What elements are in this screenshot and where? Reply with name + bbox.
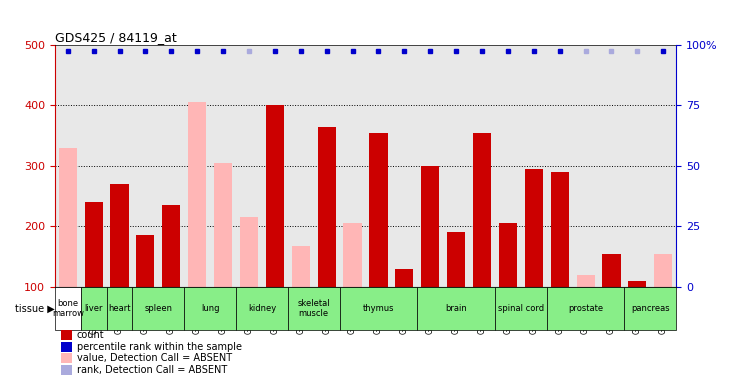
Bar: [162, 205, 181, 287]
Bar: [61, 353, 72, 363]
Text: tissue ▶: tissue ▶: [15, 303, 54, 313]
Bar: [288, 287, 340, 330]
Text: liver: liver: [84, 304, 103, 313]
Bar: [317, 127, 336, 287]
Bar: [61, 365, 72, 375]
Text: spleen: spleen: [145, 304, 173, 313]
Text: brain: brain: [445, 304, 467, 313]
Bar: [107, 287, 132, 330]
Bar: [110, 184, 129, 287]
Bar: [525, 169, 543, 287]
Bar: [473, 133, 491, 287]
Text: value, Detection Call = ABSENT: value, Detection Call = ABSENT: [77, 353, 232, 363]
Bar: [624, 287, 676, 330]
Bar: [188, 102, 206, 287]
Bar: [340, 287, 417, 330]
Bar: [344, 224, 362, 287]
Bar: [85, 202, 103, 287]
Bar: [369, 133, 387, 287]
Bar: [55, 287, 80, 330]
Text: pancreas: pancreas: [631, 304, 670, 313]
Bar: [214, 163, 232, 287]
Bar: [499, 224, 517, 287]
Text: GDS425 / 84119_at: GDS425 / 84119_at: [55, 31, 177, 44]
Text: lung: lung: [201, 304, 219, 313]
Text: bone
marrow: bone marrow: [52, 299, 84, 318]
Bar: [550, 172, 569, 287]
Bar: [184, 287, 236, 330]
Bar: [240, 217, 258, 287]
Bar: [395, 269, 414, 287]
Bar: [292, 246, 310, 287]
Text: rank, Detection Call = ABSENT: rank, Detection Call = ABSENT: [77, 365, 227, 375]
Bar: [628, 281, 646, 287]
Text: thymus: thymus: [363, 304, 394, 313]
Bar: [266, 105, 284, 287]
Text: count: count: [77, 330, 105, 340]
Bar: [421, 166, 439, 287]
Bar: [80, 287, 107, 330]
Bar: [577, 275, 594, 287]
Bar: [61, 342, 72, 352]
Bar: [654, 254, 673, 287]
Text: kidney: kidney: [248, 304, 276, 313]
Bar: [132, 287, 184, 330]
Bar: [58, 148, 77, 287]
Bar: [495, 287, 547, 330]
Bar: [602, 254, 621, 287]
Bar: [236, 287, 288, 330]
Text: prostate: prostate: [568, 304, 603, 313]
Text: skeletal
muscle: skeletal muscle: [298, 299, 330, 318]
Text: heart: heart: [108, 304, 131, 313]
Bar: [417, 287, 495, 330]
Text: percentile rank within the sample: percentile rank within the sample: [77, 342, 241, 352]
Text: spinal cord: spinal cord: [498, 304, 544, 313]
Bar: [547, 287, 624, 330]
Bar: [137, 236, 154, 287]
Bar: [447, 232, 465, 287]
Bar: [61, 330, 72, 340]
